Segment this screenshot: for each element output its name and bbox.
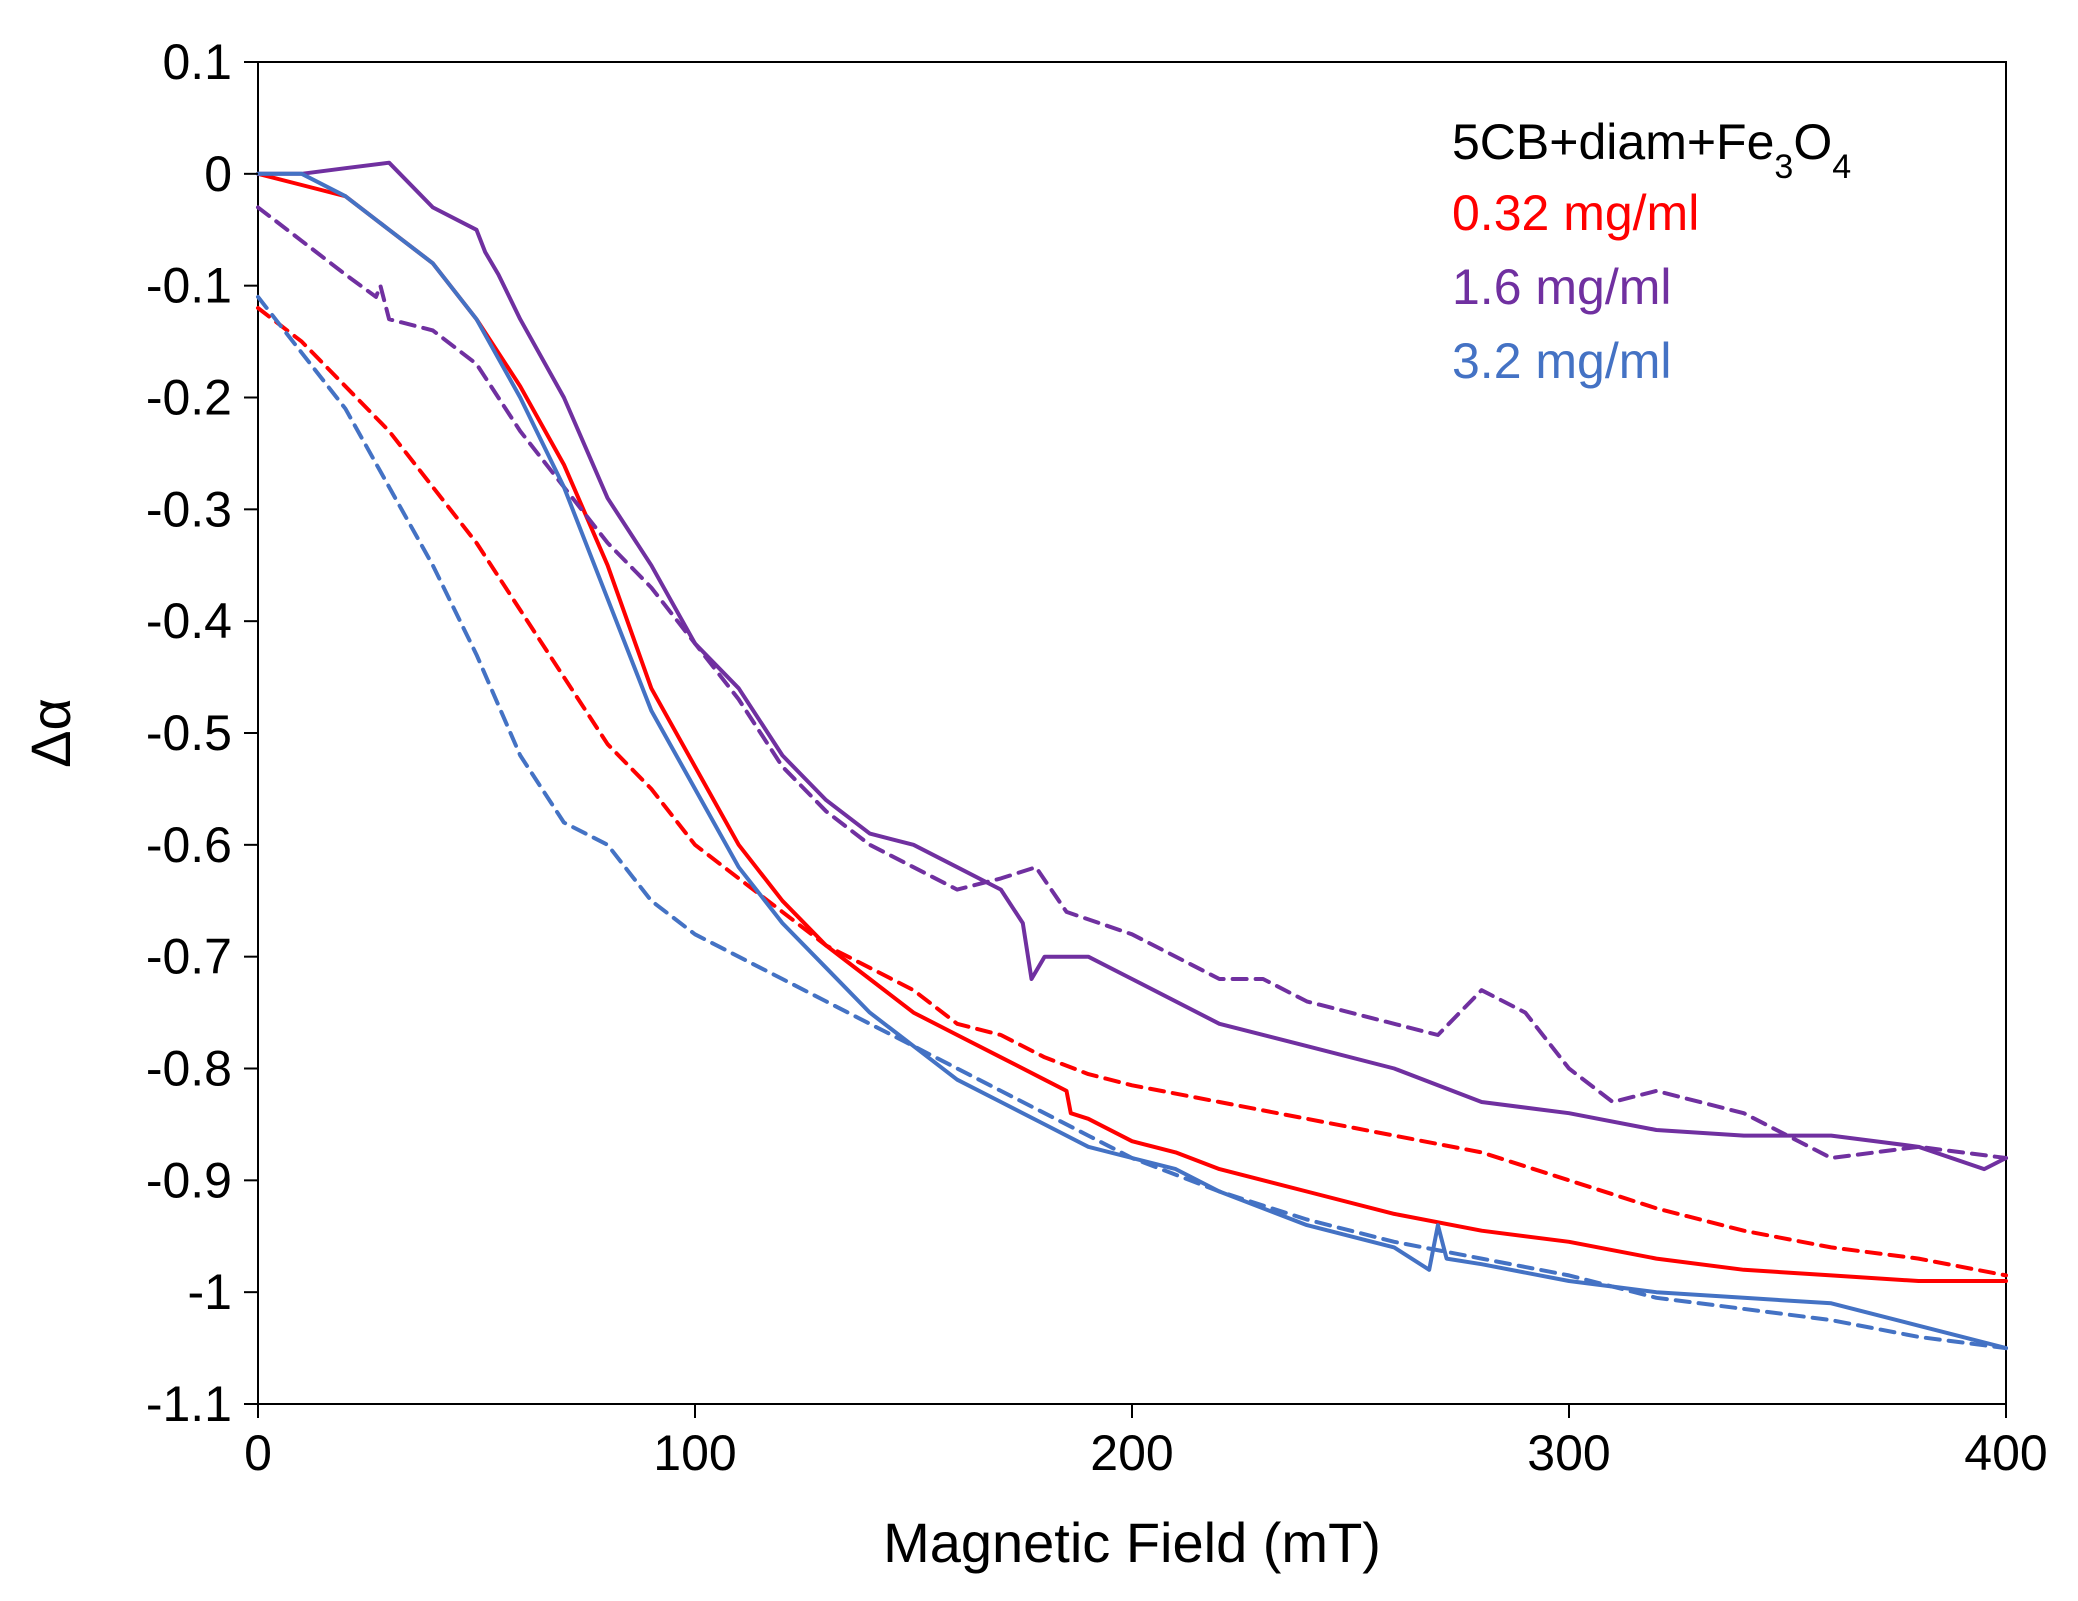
y-tick-label-7: -0.6 [146,817,232,873]
series-line-5 [256,294,2008,1351]
y-tick-label-11: -1 [188,1264,232,1320]
y-tick-label-0: 0.1 [162,34,232,90]
x-tick-label-1: 100 [653,1425,736,1481]
y-tick-label-8: -0.7 [146,929,232,985]
y-tick-label-10: -0.9 [146,1152,232,1208]
legend-heading-part-2: O [1793,114,1832,170]
legend-heading: 5CB+diam+Fe3O4 [1452,114,1851,186]
y-tick-label-9: -0.8 [146,1041,232,1097]
legend-heading-part-3: 4 [1832,148,1851,186]
series-line-2 [256,160,2008,1172]
legend-heading-part-0: 5CB+diam+Fe [1452,114,1774,170]
series-line-3 [256,205,2008,1160]
y-tick-label-5: -0.4 [146,593,232,649]
x-tick-label-0: 0 [244,1425,272,1481]
x-tick-label-3: 300 [1527,1425,1610,1481]
legend-entry-0: 0.32 mg/ml [1452,185,1699,241]
series-line-1 [256,306,2008,1278]
legend-entry-2: 3.2 mg/ml [1452,333,1672,389]
y-tick-label-3: -0.2 [146,370,232,426]
series-layer [256,160,2008,1351]
y-tick-label-12: -1.1 [146,1376,232,1432]
y-tick-label-1: 0 [204,146,232,202]
y-tick-label-6: -0.5 [146,705,232,761]
y-tick-label-4: -0.3 [146,481,232,537]
series-line-0 [256,171,2008,1283]
legend-entry-1: 1.6 mg/ml [1452,259,1672,315]
plot-area [257,61,2007,1405]
x-tick-label-4: 400 [1964,1425,2047,1481]
y-axis-title: Δα [19,698,82,768]
series-line-4 [256,171,2008,1351]
legend-heading-part-1: 3 [1774,148,1793,186]
axis-layer: 0 100 200 300 400 0.1 0 -0.1 -0.2 -0.3 -0.4 -0.5 -0.… [146,34,2048,1481]
y-tick-label-2: -0.1 [146,258,232,314]
x-axis-title: Magnetic Field (mT) [883,1511,1381,1574]
x-tick-label-2: 200 [1090,1425,1173,1481]
